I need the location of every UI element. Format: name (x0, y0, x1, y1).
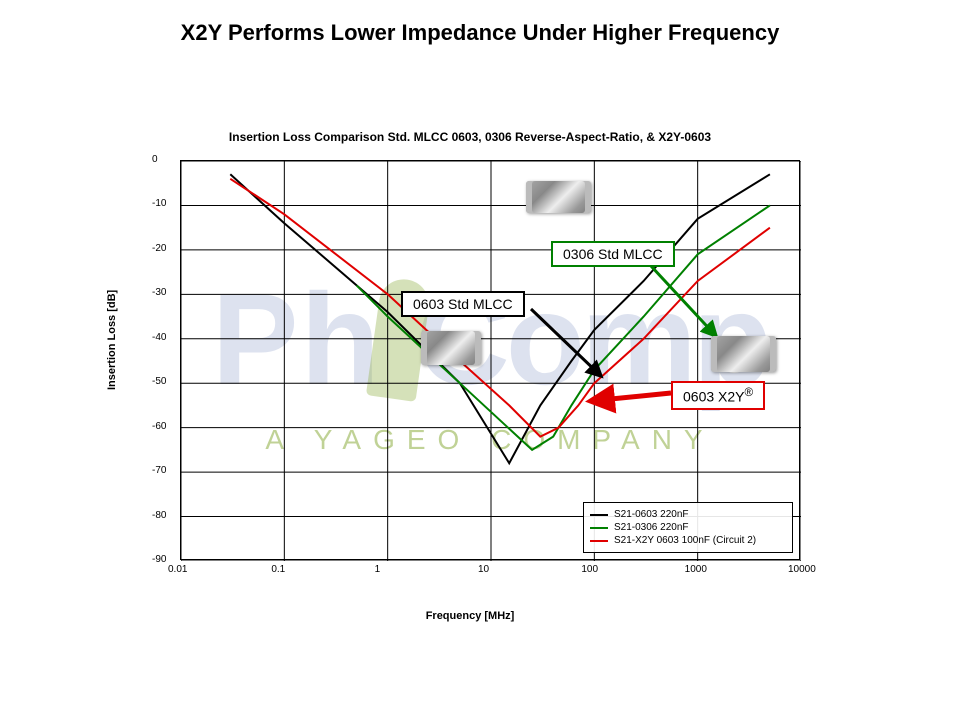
x-tick-label: 0.1 (271, 564, 285, 575)
callout_x2y: 0603 X2Y® (671, 381, 765, 410)
y-tick-label: -70 (152, 465, 174, 476)
plot-area: PhComp A YAGEO COMPANY 0603 Std MLCC0306… (180, 160, 800, 560)
y-tick-label: -80 (152, 510, 174, 521)
y-tick-label: -20 (152, 243, 174, 254)
y-axis-label: Insertion Loss [dB] (106, 290, 118, 390)
x-tick-label: 10 (478, 564, 489, 575)
legend-label: S21-X2Y 0603 100nF (Circuit 2) (614, 535, 756, 546)
arrow-icon (651, 266, 716, 336)
y-tick-label: -30 (152, 287, 174, 298)
legend-swatch-icon (590, 540, 608, 542)
x-tick-label: 10000 (788, 564, 816, 575)
legend-label: S21-0306 220nF (614, 522, 689, 533)
chart-container: Insertion Loss Comparison Std. MLCC 0603… (120, 150, 820, 630)
grid-svg (181, 161, 801, 561)
x-tick-label: 100 (581, 564, 598, 575)
callout_0306: 0306 Std MLCC (551, 241, 675, 267)
legend-label: S21-0603 220nF (614, 509, 689, 520)
capacitor-icon (421, 331, 481, 365)
arrow-icon (591, 393, 671, 401)
y-tick-label: -10 (152, 198, 174, 209)
callout_0603: 0603 Std MLCC (401, 291, 525, 317)
capacitor-icon (711, 336, 776, 372)
y-tick-label: -90 (152, 554, 174, 565)
chart-title: Insertion Loss Comparison Std. MLCC 0603… (120, 130, 820, 144)
x-tick-label: 0.01 (168, 564, 187, 575)
legend-swatch-icon (590, 514, 608, 516)
legend-item: S21-X2Y 0603 100nF (Circuit 2) (590, 535, 786, 546)
page-title: X2Y Performs Lower Impedance Under Highe… (0, 20, 960, 46)
legend: S21-0603 220nF S21-0306 220nF S21-X2Y 0603… (583, 502, 793, 553)
y-tick-label: -60 (152, 421, 174, 432)
capacitor-icon (526, 181, 591, 213)
x-tick-label: 1 (375, 564, 381, 575)
y-tick-label: -50 (152, 376, 174, 387)
x-tick-label: 1000 (685, 564, 707, 575)
x-axis-label: Frequency [MHz] (120, 610, 820, 622)
y-tick-label: -40 (152, 332, 174, 343)
legend-swatch-icon (590, 527, 608, 529)
legend-item: S21-0603 220nF (590, 509, 786, 520)
arrow-icon (531, 309, 601, 376)
legend-item: S21-0306 220nF (590, 522, 786, 533)
y-tick-label: 0 (152, 154, 174, 165)
